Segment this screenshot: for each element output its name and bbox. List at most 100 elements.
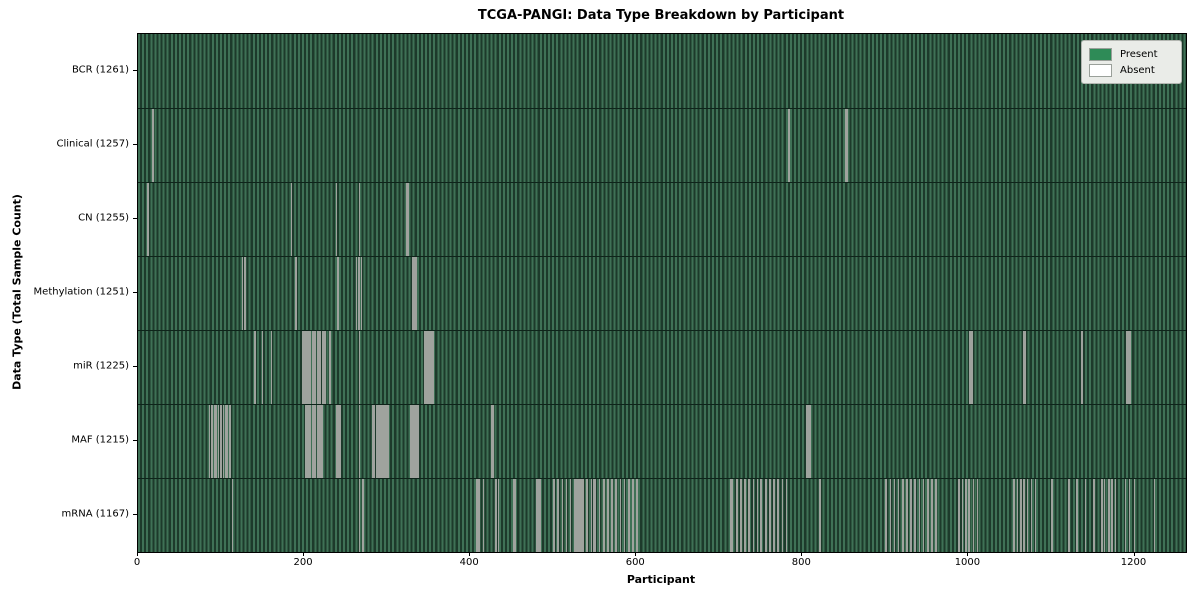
absent-line xyxy=(1127,331,1129,404)
absent-line xyxy=(580,479,583,552)
absent-line xyxy=(889,479,892,552)
absent-line xyxy=(623,479,626,552)
absent-line xyxy=(1023,479,1025,552)
x-tick-mark xyxy=(635,552,637,556)
absent-line xyxy=(337,257,339,330)
legend-swatch-absent xyxy=(1089,63,1112,77)
absent-line xyxy=(759,479,762,552)
absent-line xyxy=(575,479,578,552)
absent-line xyxy=(320,405,323,478)
absent-line xyxy=(1126,331,1128,404)
absent-line xyxy=(412,257,414,330)
heatmap-row-cn xyxy=(138,182,1186,256)
absent-line xyxy=(309,331,312,404)
absent-line xyxy=(225,405,227,478)
absent-line xyxy=(537,479,540,552)
absent-line xyxy=(229,405,231,478)
absent-line xyxy=(582,479,584,552)
absent-line xyxy=(217,405,220,478)
absent-line xyxy=(744,479,746,552)
heatmap-row-clinical xyxy=(138,108,1186,182)
y-tick-label-mir: miR (1225) xyxy=(73,360,129,372)
absent-line xyxy=(781,479,784,552)
absent-line xyxy=(1133,479,1136,552)
absent-line xyxy=(514,479,516,552)
absent-line xyxy=(752,479,755,552)
absent-line xyxy=(1114,479,1117,552)
absent-line xyxy=(241,257,244,330)
absent-line xyxy=(731,479,734,552)
absent-line xyxy=(958,479,961,552)
absent-line xyxy=(406,183,408,256)
absent-line xyxy=(417,405,419,478)
absent-line xyxy=(910,479,912,552)
y-tick-label-clinical: Clinical (1257) xyxy=(56,138,130,150)
absent-line xyxy=(378,405,381,478)
absent-line xyxy=(1092,479,1095,552)
absent-line xyxy=(961,479,964,552)
absent-line xyxy=(748,479,750,552)
y-tick-mark xyxy=(133,218,137,219)
absent-line xyxy=(303,331,305,404)
absent-line xyxy=(1034,479,1037,552)
absent-line xyxy=(1068,479,1070,552)
absent-line xyxy=(773,479,775,552)
legend-item-absent: Absent xyxy=(1089,62,1173,78)
absent-line xyxy=(1129,331,1132,404)
absent-line xyxy=(615,479,618,552)
absent-line xyxy=(906,479,908,552)
absent-line xyxy=(360,257,363,330)
absent-line xyxy=(328,331,331,404)
absent-line xyxy=(965,479,967,552)
absent-line xyxy=(1111,479,1113,552)
absent-line xyxy=(535,479,538,552)
legend-label: Present xyxy=(1120,48,1158,60)
absent-line xyxy=(311,405,314,478)
absent-line xyxy=(607,479,609,552)
absent-line xyxy=(478,479,481,552)
absent-line xyxy=(244,257,246,330)
absent-line xyxy=(380,405,383,478)
absent-line xyxy=(735,479,738,552)
y-tick-mark xyxy=(133,440,137,441)
absent-line xyxy=(593,479,595,552)
absent-line xyxy=(358,331,361,404)
absent-line xyxy=(375,405,378,478)
absent-line xyxy=(490,405,493,478)
x-axis-title: Participant xyxy=(626,573,696,586)
absent-line xyxy=(412,405,414,478)
absent-line xyxy=(846,109,848,182)
absent-line xyxy=(319,331,322,404)
absent-line xyxy=(358,257,360,330)
absent-line xyxy=(764,479,767,552)
legend: Present Absent xyxy=(1081,40,1182,84)
x-tick-label: 1000 xyxy=(954,557,981,568)
absent-line xyxy=(557,479,559,552)
absent-line xyxy=(290,183,293,256)
absent-line xyxy=(431,331,434,404)
absent-line xyxy=(893,479,896,552)
plot-area xyxy=(137,33,1187,553)
absent-line xyxy=(321,331,324,404)
x-tick-label: 200 xyxy=(293,557,313,568)
absent-line xyxy=(213,405,216,478)
absent-line xyxy=(969,331,971,404)
absent-line xyxy=(598,479,601,552)
absent-line xyxy=(358,479,361,552)
absent-line xyxy=(1023,331,1025,404)
absent-line xyxy=(475,479,478,552)
absent-line xyxy=(1081,331,1083,404)
absent-line xyxy=(730,479,732,552)
absent-line xyxy=(809,405,812,478)
heatmap-row-methylation xyxy=(138,256,1186,330)
y-tick-mark xyxy=(133,366,137,367)
absent-line xyxy=(261,331,264,404)
x-tick-label: 400 xyxy=(459,557,479,568)
absent-line xyxy=(1128,331,1131,404)
absent-line xyxy=(901,479,904,552)
absent-line xyxy=(415,405,417,478)
absent-line xyxy=(1107,479,1110,552)
chart-title: TCGA-PANGI: Data Type Breakdown by Parti… xyxy=(477,8,845,23)
absent-line xyxy=(573,479,576,552)
absent-line xyxy=(497,479,500,552)
